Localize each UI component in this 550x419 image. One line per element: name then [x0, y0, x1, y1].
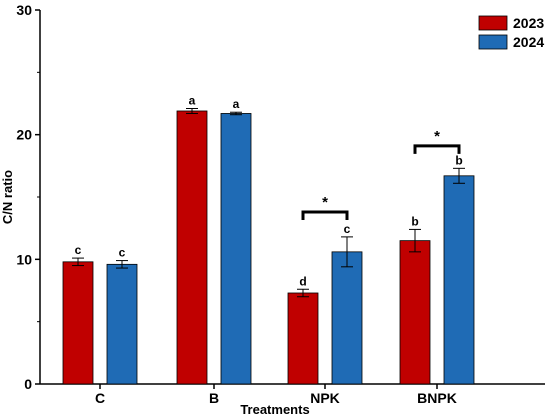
x-axis-title: Treatments — [240, 402, 309, 417]
y-tick-label: 20 — [16, 127, 32, 143]
bar-2023-C — [62, 261, 94, 385]
significance-letter: b — [455, 153, 462, 167]
bar-2024-B — [220, 113, 252, 385]
significance-letter: a — [189, 93, 196, 107]
significance-letter: c — [75, 243, 82, 257]
legend: 2023 2024 — [478, 15, 544, 50]
significance-letter: c — [119, 246, 126, 260]
significance-bracket — [413, 144, 461, 154]
significance-letter: b — [411, 214, 418, 228]
significance-star: * — [322, 194, 328, 211]
significance-letter: a — [233, 97, 240, 111]
legend-label-2024: 2024 — [513, 34, 544, 50]
y-tick-label: 10 — [16, 251, 32, 267]
legend-swatch-2024 — [478, 34, 508, 50]
x-tick-label: C — [95, 390, 105, 406]
significance-letter: c — [344, 222, 351, 236]
y-tick-label: 0 — [24, 376, 32, 392]
bar-2024-BNPK — [443, 175, 475, 385]
bar-2023-BNPK — [399, 240, 431, 385]
x-tick-label: BNPK — [417, 390, 457, 406]
bar-2024-NPK — [331, 251, 363, 385]
x-tick-label: NPK — [310, 390, 340, 406]
significance-letter: d — [299, 274, 306, 288]
bar-2024-C — [106, 263, 138, 385]
legend-label-2023: 2023 — [513, 15, 544, 31]
legend-swatch-2023 — [478, 15, 508, 31]
bar-2023-B — [176, 110, 208, 385]
y-tick-label: 30 — [16, 2, 32, 18]
x-tick-label: B — [209, 390, 219, 406]
significance-star: * — [434, 128, 440, 145]
significance-bracket — [301, 210, 349, 220]
bar-2023-NPK — [287, 292, 319, 385]
y-axis-title: C/N ratio — [0, 170, 15, 224]
